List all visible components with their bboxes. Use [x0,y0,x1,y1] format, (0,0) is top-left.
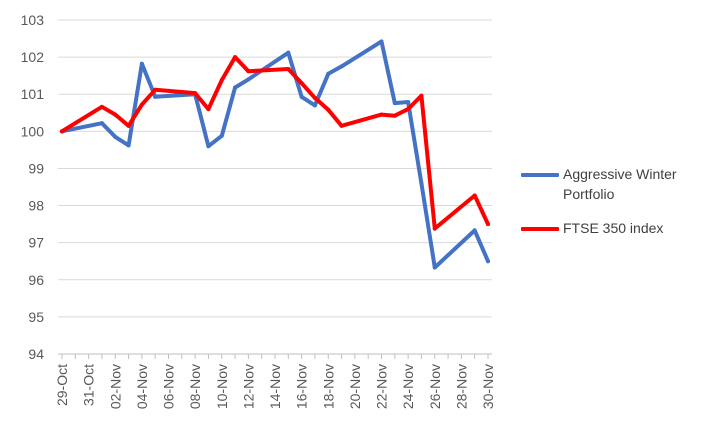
data-point-series-1 [472,228,477,233]
data-point-series-2 [432,226,437,231]
x-tick-label: 06-Nov [161,364,177,409]
y-tick-label: 97 [28,235,44,251]
data-point-series-1 [392,101,397,106]
x-tick-label: 02-Nov [107,364,123,409]
x-tick-label: 20-Nov [347,364,363,409]
data-point-series-1 [286,50,291,55]
y-axis-tick-labels: 94 95 96 97 98 99 100 101 102 103 [21,12,45,362]
x-tick-label: 10-Nov [214,364,230,409]
x-tick-label: 28-Nov [453,364,469,409]
y-tick-label: 95 [28,309,44,325]
y-tick-label: 100 [21,123,45,139]
x-tick-label: 26-Nov [427,364,443,409]
data-point-series-2 [286,66,291,71]
data-point-series-2 [406,107,411,112]
data-point-series-2 [126,123,131,128]
data-point-series-2 [193,91,198,96]
legend-item-series-2: FTSE 350 index [521,218,711,238]
data-point-series-2 [60,129,64,134]
legend-swatch-series-2 [521,227,559,231]
data-point-series-1 [406,100,411,105]
x-tick-label: 29-Oct [54,364,70,406]
data-point-series-1 [299,94,304,99]
x-tick-label: 22-Nov [374,364,390,409]
x-tick-label: 16-Nov [294,364,310,409]
legend-item-series-1: Aggressive Winter Portfolio [521,164,711,204]
y-tick-label: 103 [21,12,45,28]
x-tick-label: 31-Oct [81,364,97,406]
data-point-series-2 [392,113,397,118]
data-point-series-2 [472,193,477,198]
data-point-series-2 [219,78,224,83]
data-point-series-2 [153,87,158,92]
data-point-series-2 [326,107,331,112]
y-tick-label: 96 [28,272,44,288]
x-axis-tick-labels: 29-Oct 31-Oct 02-Nov 04-Nov 06-Nov 08-Nov 10-N… [54,364,496,409]
x-tick-label: 24-Nov [400,364,416,409]
data-point-series-1 [246,77,251,82]
data-point-series-1 [432,265,437,270]
legend-swatch-series-1 [521,173,559,177]
x-tick-label: 18-Nov [320,364,336,409]
legend-label-series-1: Aggressive Winter Portfolio [563,166,677,202]
data-point-series-2 [233,55,238,60]
data-point-series-1 [419,181,424,186]
data-point-series-1 [233,85,238,90]
x-tick-label: 04-Nov [134,364,150,409]
data-point-series-1 [486,259,490,264]
data-point-series-2 [419,93,424,98]
data-point-series-1 [379,39,384,44]
y-tick-label: 98 [28,198,44,214]
data-point-series-2 [139,102,144,107]
data-point-series-2 [99,104,104,109]
data-point-series-2 [113,112,118,117]
data-point-series-1 [219,133,224,138]
data-point-series-1 [113,134,118,139]
data-point-series-1 [126,143,131,148]
data-point-series-2 [299,81,304,86]
data-point-series-1 [312,103,317,108]
data-point-series-1 [139,61,144,66]
data-point-series-2 [246,69,251,74]
x-tick-label: 12-Nov [240,364,256,409]
y-tick-label: 99 [28,160,44,176]
legend: Aggressive Winter Portfolio FTSE 350 ind… [521,164,711,252]
data-point-series-1 [206,144,211,149]
data-point-series-2 [339,123,344,128]
series-line-1 [60,39,490,270]
y-tick-label: 94 [28,346,44,362]
x-tick-label: 14-Nov [267,364,283,409]
data-point-series-1 [153,94,158,99]
data-point-series-1 [339,64,344,69]
x-tick-label: 30-Nov [480,364,496,409]
legend-label-series-2: FTSE 350 index [563,220,664,236]
y-tick-label: 102 [21,49,45,65]
series-lines [60,39,490,270]
data-point-series-2 [312,95,317,100]
data-point-series-2 [486,222,490,227]
data-point-series-2 [206,107,211,112]
x-tick-label: 08-Nov [187,364,203,409]
y-tick-label: 101 [21,86,45,102]
data-point-series-1 [326,71,331,76]
data-point-series-1 [99,121,104,126]
x-axis [58,353,492,359]
data-point-series-2 [379,112,384,117]
